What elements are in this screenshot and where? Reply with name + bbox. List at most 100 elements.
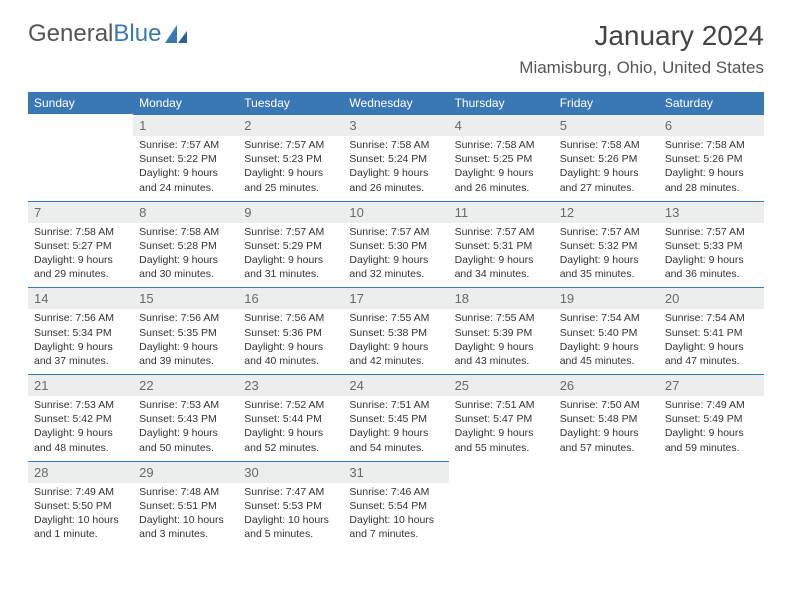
day-cell: 14Sunrise: 7:56 AMSunset: 5:34 PMDayligh… (28, 287, 133, 374)
day-cell: 13Sunrise: 7:57 AMSunset: 5:33 PMDayligh… (659, 201, 764, 288)
day-details: Sunrise: 7:51 AMSunset: 5:45 PMDaylight:… (343, 396, 448, 461)
week-row: 14Sunrise: 7:56 AMSunset: 5:34 PMDayligh… (28, 287, 764, 374)
day-details: Sunrise: 7:58 AMSunset: 5:26 PMDaylight:… (554, 136, 659, 201)
logo: GeneralBlue (28, 20, 189, 48)
day-cell: 15Sunrise: 7:56 AMSunset: 5:35 PMDayligh… (133, 287, 238, 374)
day-cell: 3Sunrise: 7:58 AMSunset: 5:24 PMDaylight… (343, 114, 448, 201)
day-number: 2 (238, 114, 343, 136)
day-number: 22 (133, 374, 238, 396)
day-details: Sunrise: 7:55 AMSunset: 5:39 PMDaylight:… (449, 309, 554, 374)
day-details: Sunrise: 7:49 AMSunset: 5:50 PMDaylight:… (28, 483, 133, 548)
col-thu: Thursday (449, 92, 554, 114)
day-details: Sunrise: 7:58 AMSunset: 5:24 PMDaylight:… (343, 136, 448, 201)
header: GeneralBlue January 2024 Miamisburg, Ohi… (28, 20, 764, 78)
day-details: Sunrise: 7:57 AMSunset: 5:31 PMDaylight:… (449, 223, 554, 288)
day-details: Sunrise: 7:57 AMSunset: 5:29 PMDaylight:… (238, 223, 343, 288)
day-number: 6 (659, 114, 764, 136)
logo-text-1: General (28, 20, 113, 48)
weekday-header-row: Sunday Monday Tuesday Wednesday Thursday… (28, 92, 764, 114)
day-cell: 11Sunrise: 7:57 AMSunset: 5:31 PMDayligh… (449, 201, 554, 288)
week-row: 28Sunrise: 7:49 AMSunset: 5:50 PMDayligh… (28, 461, 764, 548)
logo-text-2: Blue (113, 20, 161, 48)
day-number: 8 (133, 201, 238, 223)
day-number: 17 (343, 287, 448, 309)
day-details: Sunrise: 7:50 AMSunset: 5:48 PMDaylight:… (554, 396, 659, 461)
day-number: 9 (238, 201, 343, 223)
week-row: 7Sunrise: 7:58 AMSunset: 5:27 PMDaylight… (28, 201, 764, 288)
day-cell: 27Sunrise: 7:49 AMSunset: 5:49 PMDayligh… (659, 374, 764, 461)
day-cell: 10Sunrise: 7:57 AMSunset: 5:30 PMDayligh… (343, 201, 448, 288)
day-cell: 4Sunrise: 7:58 AMSunset: 5:25 PMDaylight… (449, 114, 554, 201)
day-details: Sunrise: 7:57 AMSunset: 5:33 PMDaylight:… (659, 223, 764, 288)
day-details: Sunrise: 7:58 AMSunset: 5:25 PMDaylight:… (449, 136, 554, 201)
day-number: 29 (133, 461, 238, 483)
day-details: Sunrise: 7:58 AMSunset: 5:28 PMDaylight:… (133, 223, 238, 288)
day-number: 20 (659, 287, 764, 309)
day-details: Sunrise: 7:48 AMSunset: 5:51 PMDaylight:… (133, 483, 238, 548)
day-cell: 8Sunrise: 7:58 AMSunset: 5:28 PMDaylight… (133, 201, 238, 288)
day-details: Sunrise: 7:57 AMSunset: 5:30 PMDaylight:… (343, 223, 448, 288)
day-details: Sunrise: 7:51 AMSunset: 5:47 PMDaylight:… (449, 396, 554, 461)
day-details: Sunrise: 7:55 AMSunset: 5:38 PMDaylight:… (343, 309, 448, 374)
day-details: Sunrise: 7:56 AMSunset: 5:36 PMDaylight:… (238, 309, 343, 374)
day-cell: 2Sunrise: 7:57 AMSunset: 5:23 PMDaylight… (238, 114, 343, 201)
day-cell (554, 461, 659, 548)
day-cell: 19Sunrise: 7:54 AMSunset: 5:40 PMDayligh… (554, 287, 659, 374)
day-details: Sunrise: 7:56 AMSunset: 5:34 PMDaylight:… (28, 309, 133, 374)
day-number: 28 (28, 461, 133, 483)
day-cell: 25Sunrise: 7:51 AMSunset: 5:47 PMDayligh… (449, 374, 554, 461)
day-details: Sunrise: 7:47 AMSunset: 5:53 PMDaylight:… (238, 483, 343, 548)
day-number: 30 (238, 461, 343, 483)
day-number: 23 (238, 374, 343, 396)
col-wed: Wednesday (343, 92, 448, 114)
day-cell: 9Sunrise: 7:57 AMSunset: 5:29 PMDaylight… (238, 201, 343, 288)
day-cell: 12Sunrise: 7:57 AMSunset: 5:32 PMDayligh… (554, 201, 659, 288)
day-number: 21 (28, 374, 133, 396)
day-cell: 31Sunrise: 7:46 AMSunset: 5:54 PMDayligh… (343, 461, 448, 548)
day-details: Sunrise: 7:58 AMSunset: 5:26 PMDaylight:… (659, 136, 764, 201)
day-number: 7 (28, 201, 133, 223)
day-number: 15 (133, 287, 238, 309)
day-cell: 7Sunrise: 7:58 AMSunset: 5:27 PMDaylight… (28, 201, 133, 288)
col-mon: Monday (133, 92, 238, 114)
day-details: Sunrise: 7:54 AMSunset: 5:41 PMDaylight:… (659, 309, 764, 374)
day-details: Sunrise: 7:52 AMSunset: 5:44 PMDaylight:… (238, 396, 343, 461)
week-row: 1Sunrise: 7:57 AMSunset: 5:22 PMDaylight… (28, 114, 764, 201)
day-number: 4 (449, 114, 554, 136)
day-cell: 29Sunrise: 7:48 AMSunset: 5:51 PMDayligh… (133, 461, 238, 548)
day-details: Sunrise: 7:46 AMSunset: 5:54 PMDaylight:… (343, 483, 448, 548)
day-details: Sunrise: 7:58 AMSunset: 5:27 PMDaylight:… (28, 223, 133, 288)
day-details: Sunrise: 7:57 AMSunset: 5:22 PMDaylight:… (133, 136, 238, 201)
day-cell: 26Sunrise: 7:50 AMSunset: 5:48 PMDayligh… (554, 374, 659, 461)
day-number: 16 (238, 287, 343, 309)
col-sat: Saturday (659, 92, 764, 114)
day-number: 19 (554, 287, 659, 309)
day-number: 13 (659, 201, 764, 223)
day-cell: 22Sunrise: 7:53 AMSunset: 5:43 PMDayligh… (133, 374, 238, 461)
day-number: 5 (554, 114, 659, 136)
day-cell: 23Sunrise: 7:52 AMSunset: 5:44 PMDayligh… (238, 374, 343, 461)
day-cell: 30Sunrise: 7:47 AMSunset: 5:53 PMDayligh… (238, 461, 343, 548)
day-number: 25 (449, 374, 554, 396)
week-row: 21Sunrise: 7:53 AMSunset: 5:42 PMDayligh… (28, 374, 764, 461)
day-number: 24 (343, 374, 448, 396)
day-cell: 16Sunrise: 7:56 AMSunset: 5:36 PMDayligh… (238, 287, 343, 374)
day-cell: 24Sunrise: 7:51 AMSunset: 5:45 PMDayligh… (343, 374, 448, 461)
day-details: Sunrise: 7:53 AMSunset: 5:43 PMDaylight:… (133, 396, 238, 461)
calendar-body: 1Sunrise: 7:57 AMSunset: 5:22 PMDaylight… (28, 114, 764, 547)
day-number: 18 (449, 287, 554, 309)
logo-sail-icon (163, 23, 189, 45)
day-cell: 21Sunrise: 7:53 AMSunset: 5:42 PMDayligh… (28, 374, 133, 461)
day-cell: 20Sunrise: 7:54 AMSunset: 5:41 PMDayligh… (659, 287, 764, 374)
day-number: 10 (343, 201, 448, 223)
day-number: 27 (659, 374, 764, 396)
calendar-table: Sunday Monday Tuesday Wednesday Thursday… (28, 92, 764, 547)
col-sun: Sunday (28, 92, 133, 114)
day-number: 31 (343, 461, 448, 483)
location: Miamisburg, Ohio, United States (519, 58, 764, 78)
day-details: Sunrise: 7:56 AMSunset: 5:35 PMDaylight:… (133, 309, 238, 374)
day-number: 1 (133, 114, 238, 136)
day-cell: 17Sunrise: 7:55 AMSunset: 5:38 PMDayligh… (343, 287, 448, 374)
day-details: Sunrise: 7:57 AMSunset: 5:32 PMDaylight:… (554, 223, 659, 288)
page-title: January 2024 (519, 20, 764, 52)
